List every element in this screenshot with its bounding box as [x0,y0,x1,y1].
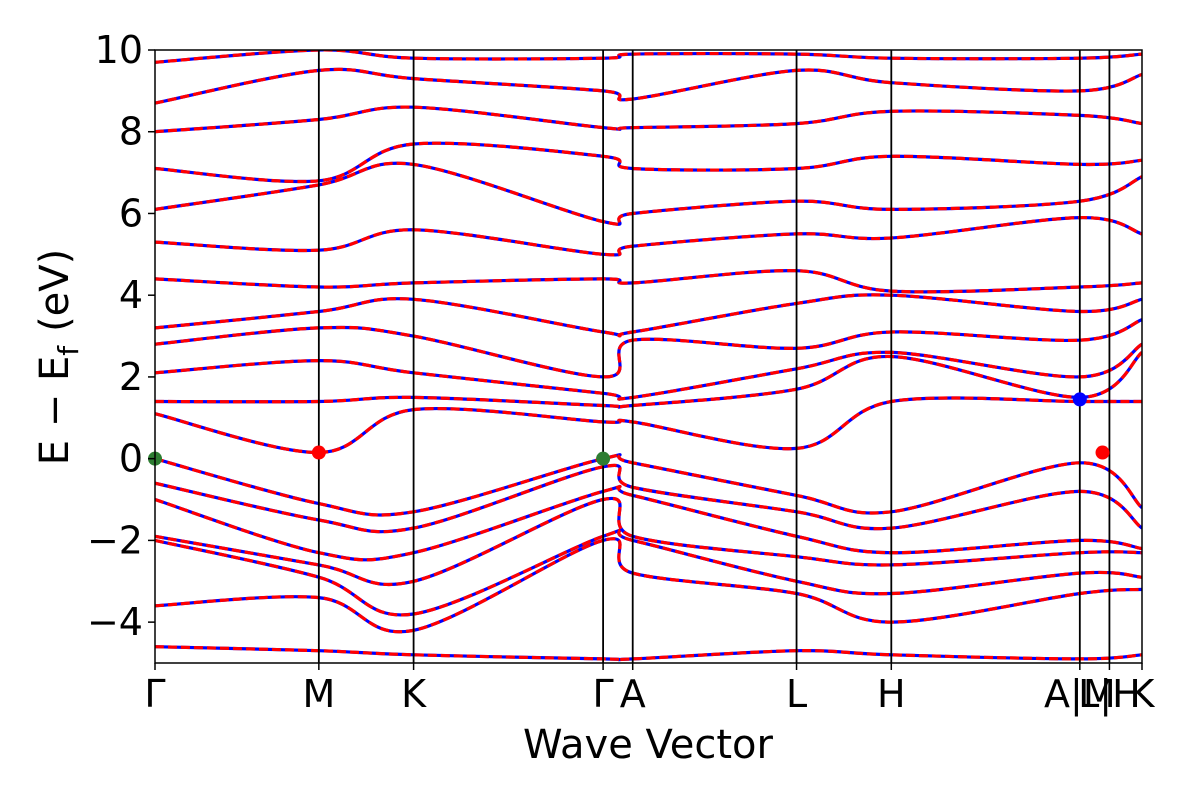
y-tick-label-2: 0 [119,437,143,481]
x-tick-label-3: Γ [593,672,614,716]
x-tick-label-9: K [1130,672,1156,716]
band-line-b5-red [155,484,1142,562]
y-tick-label-0: −4 [87,600,143,644]
y-tick-label-5: 6 [119,191,143,235]
band-line-b16-red [155,141,1142,184]
x-tick-label-6: H [877,672,906,716]
band-edge-markers [148,392,1110,466]
band-line-b1-red [155,645,1142,662]
cbm-marker-2 [311,445,326,460]
band-line-b8-red [155,396,1142,455]
cbm-marker-3 [1095,445,1110,460]
band-line-b3-red [155,528,1142,617]
kpoint-lines [317,50,1111,663]
x-axis-label: Wave Vector [523,722,774,768]
y-tick-label-1: −2 [87,518,143,562]
band-line-b15-red [155,161,1142,226]
y-tick-label-7: 10 [95,28,143,72]
band-line-b17-red [155,105,1142,134]
x-tick-label-1: M [302,672,335,716]
x-tick-label-8: L|H [1078,672,1141,717]
band-edge-marker-4 [1072,392,1087,407]
y-axis-label: E − Ef(eV) [32,249,85,466]
band-line-b2-red [155,537,1142,634]
band-line-b14-red [155,215,1142,257]
y-axis-ticks: −4 −2 0 2 4 6 8 10 [87,28,155,644]
x-tick-label-7: A|M [1044,672,1116,717]
plot-background [155,50,1142,663]
x-tick-label-0: Γ [144,672,165,716]
y-tick-label-6: 8 [119,110,143,154]
x-tick-label-5: L [786,672,807,716]
band-line-b4-red [155,496,1142,587]
y-tick-label-3: 2 [119,355,143,399]
y-tick-label-4: 4 [119,273,143,317]
plot-frame [154,49,1143,664]
band-line-b12-red [155,293,1142,338]
x-axis-ticks: Γ M K Γ A L H A|ML|HK [144,663,1156,717]
x-tick-label-2: K [401,672,427,716]
x-tick-label-4: A [620,672,646,716]
vbm-marker-1 [596,451,611,466]
